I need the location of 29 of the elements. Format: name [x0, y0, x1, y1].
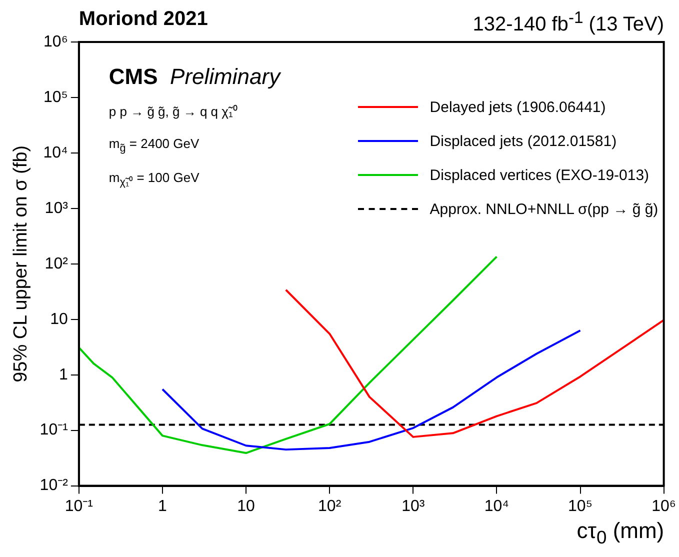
y-tick-label: 10⁶ — [44, 33, 68, 50]
annotation: m$_{g̃}$ = 2400 GeV — [108, 136, 200, 155]
legend-label: Delayed jets (1906.06441) — [430, 98, 606, 116]
chart-title: Moriond 2021 — [78, 8, 208, 31]
legend-label: Displaced jets (2012.01581) — [430, 132, 617, 150]
y-tick-label: 10² — [44, 255, 69, 272]
y-tick-label: 1 — [59, 366, 68, 384]
legend-label: Approx. NNLO+NNLL σ(pp → g̃ g̃) — [430, 200, 658, 218]
x-axis-title: cτ$_{0}$ (mm) — [576, 518, 664, 548]
annotation: p p → g̃ g̃, g̃ → q q χ̃₁⁰ — [108, 103, 238, 120]
x-tick-label: 10⁶ — [652, 498, 676, 515]
y-tick-label: 10 — [50, 310, 68, 328]
x-tick-label: 10³ — [402, 498, 426, 515]
x-tick-label: 1 — [158, 498, 168, 515]
annotation: CMS Preliminary — [108, 64, 280, 89]
chart-subtitle: 132-140 fb$^{-1}$ (13 TeV) — [472, 8, 664, 37]
y-tick-label: 10⁵ — [43, 88, 68, 106]
y-tick-label: 10⁴ — [43, 144, 68, 162]
x-tick-label: 10⁴ — [484, 498, 510, 515]
x-tick-label: 10² — [318, 498, 342, 515]
annotation: m$_{χ̃₁⁰}$ = 100 GeV — [108, 170, 200, 189]
x-tick-label: 10⁵ — [568, 498, 592, 515]
y-tick-label: 10³ — [44, 200, 69, 217]
y-axis-title: 95% CL upper limit on σ (fb) — [10, 145, 32, 382]
y-tick-label: 10⁻² — [40, 477, 69, 494]
x-tick-label: 10⁻¹ — [64, 498, 93, 515]
x-tick-label: 10 — [237, 498, 256, 515]
y-tick-label: 10⁻¹ — [40, 422, 68, 439]
legend-label: Displaced vertices (EXO-19-013) — [430, 166, 650, 184]
